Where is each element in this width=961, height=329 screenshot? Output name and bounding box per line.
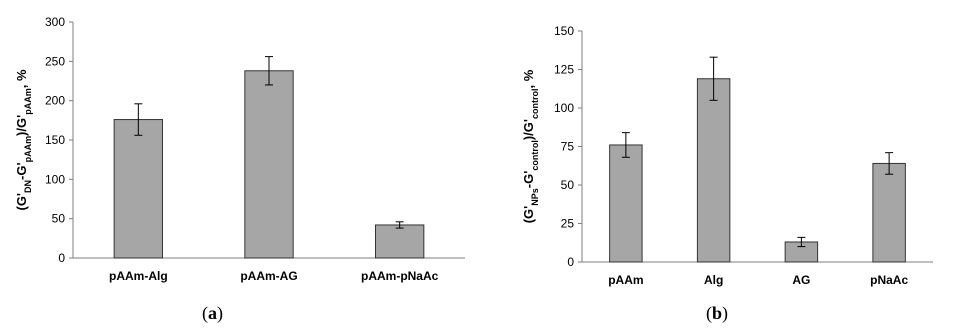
- y-axis-title-subscript: control: [530, 89, 540, 120]
- error-bar-pAAm-Alg: [134, 103, 143, 136]
- bar-chart-a: 0 50 100 150 200 250 300 pAAm-Alg pAAm-AG pAAm-pN…: [14, 15, 465, 283]
- y-tick-label: 125: [554, 63, 574, 77]
- y-tick-label: 300: [45, 15, 65, 29]
- y-tick-label: 150: [45, 133, 65, 147]
- x-category-label: AG: [792, 273, 810, 287]
- y-tick-label: 250: [45, 54, 65, 68]
- y-tick-label: 0: [567, 255, 574, 269]
- error-bar-pNaAc: [885, 152, 894, 175]
- bar-pAAm-Alg: [113, 119, 164, 259]
- y-tick-label: 25: [561, 217, 575, 231]
- bar-pAAm: [609, 144, 643, 263]
- chart-panel-b: 0 25 50 75 100 125 150 pAAm Alg AG pNaAc (G'NPs-G'c…: [481, 0, 961, 329]
- y-axis-title-subscript: control: [530, 140, 540, 171]
- y-axis-title-part: (G': [521, 206, 536, 224]
- x-category-label: pAAm-pNaAc: [361, 269, 439, 283]
- y-axis-title: (G'NPs-G'control)/G'control, %: [521, 69, 540, 223]
- y-axis-title-subscript: pAAm: [23, 136, 33, 163]
- y-axis-title-part: , %: [521, 69, 536, 88]
- y-axis-title-subscript: DN: [23, 180, 33, 193]
- y-axis-title-part: -G': [521, 171, 536, 189]
- x-category-label: pNaAc: [870, 273, 908, 287]
- panel-label-a: (a): [202, 303, 223, 323]
- y-axis-title-part: )/G': [14, 115, 29, 136]
- y-axis-title-part: , %: [14, 69, 29, 88]
- y-axis-title-part: -G': [14, 162, 29, 180]
- y-tick-label: 100: [45, 172, 65, 186]
- panel-label-b: (b): [706, 303, 729, 323]
- error-bar-pAAm: [621, 132, 630, 158]
- y-tick-label: 150: [554, 24, 574, 38]
- y-tick-label: 50: [561, 178, 575, 192]
- bar-pAAm-pNaAc: [374, 224, 425, 259]
- y-axis-title-subscript: pAAm: [23, 88, 33, 115]
- error-bar-pAAm-pNaAc: [395, 221, 404, 229]
- error-bar-pAAm-AG: [265, 56, 273, 86]
- y-axis-title-part: (G': [14, 193, 29, 211]
- y-axis-title: (G'DN-G'pAAm)/G'pAAm, %: [14, 69, 33, 210]
- y-tick-label: 50: [52, 212, 66, 226]
- chart-panel-a: 0 50 100 150 200 250 300 pAAm-Alg pAAm-AG pAAm-pN…: [14, 15, 465, 323]
- bar-pAAm-AG: [244, 70, 294, 259]
- x-category-label: pAAm-Alg: [109, 269, 168, 283]
- y-axis-title-subscript: NPs: [530, 188, 540, 206]
- y-tick-label: 75: [561, 140, 575, 154]
- y-axis-title-part: )/G': [521, 119, 536, 140]
- x-category-label: pAAm: [608, 273, 643, 287]
- x-category-label: pAAm-AG: [240, 269, 297, 283]
- bar-pNaAc: [872, 162, 906, 263]
- error-bar-AG: [797, 236, 806, 248]
- error-bar-Alg: [709, 56, 718, 101]
- y-tick-label: 200: [45, 94, 65, 108]
- y-tick-label: 100: [554, 101, 574, 115]
- x-category-label: Alg: [704, 273, 723, 287]
- y-tick-label: 0: [58, 251, 65, 265]
- bar-Alg: [696, 78, 731, 263]
